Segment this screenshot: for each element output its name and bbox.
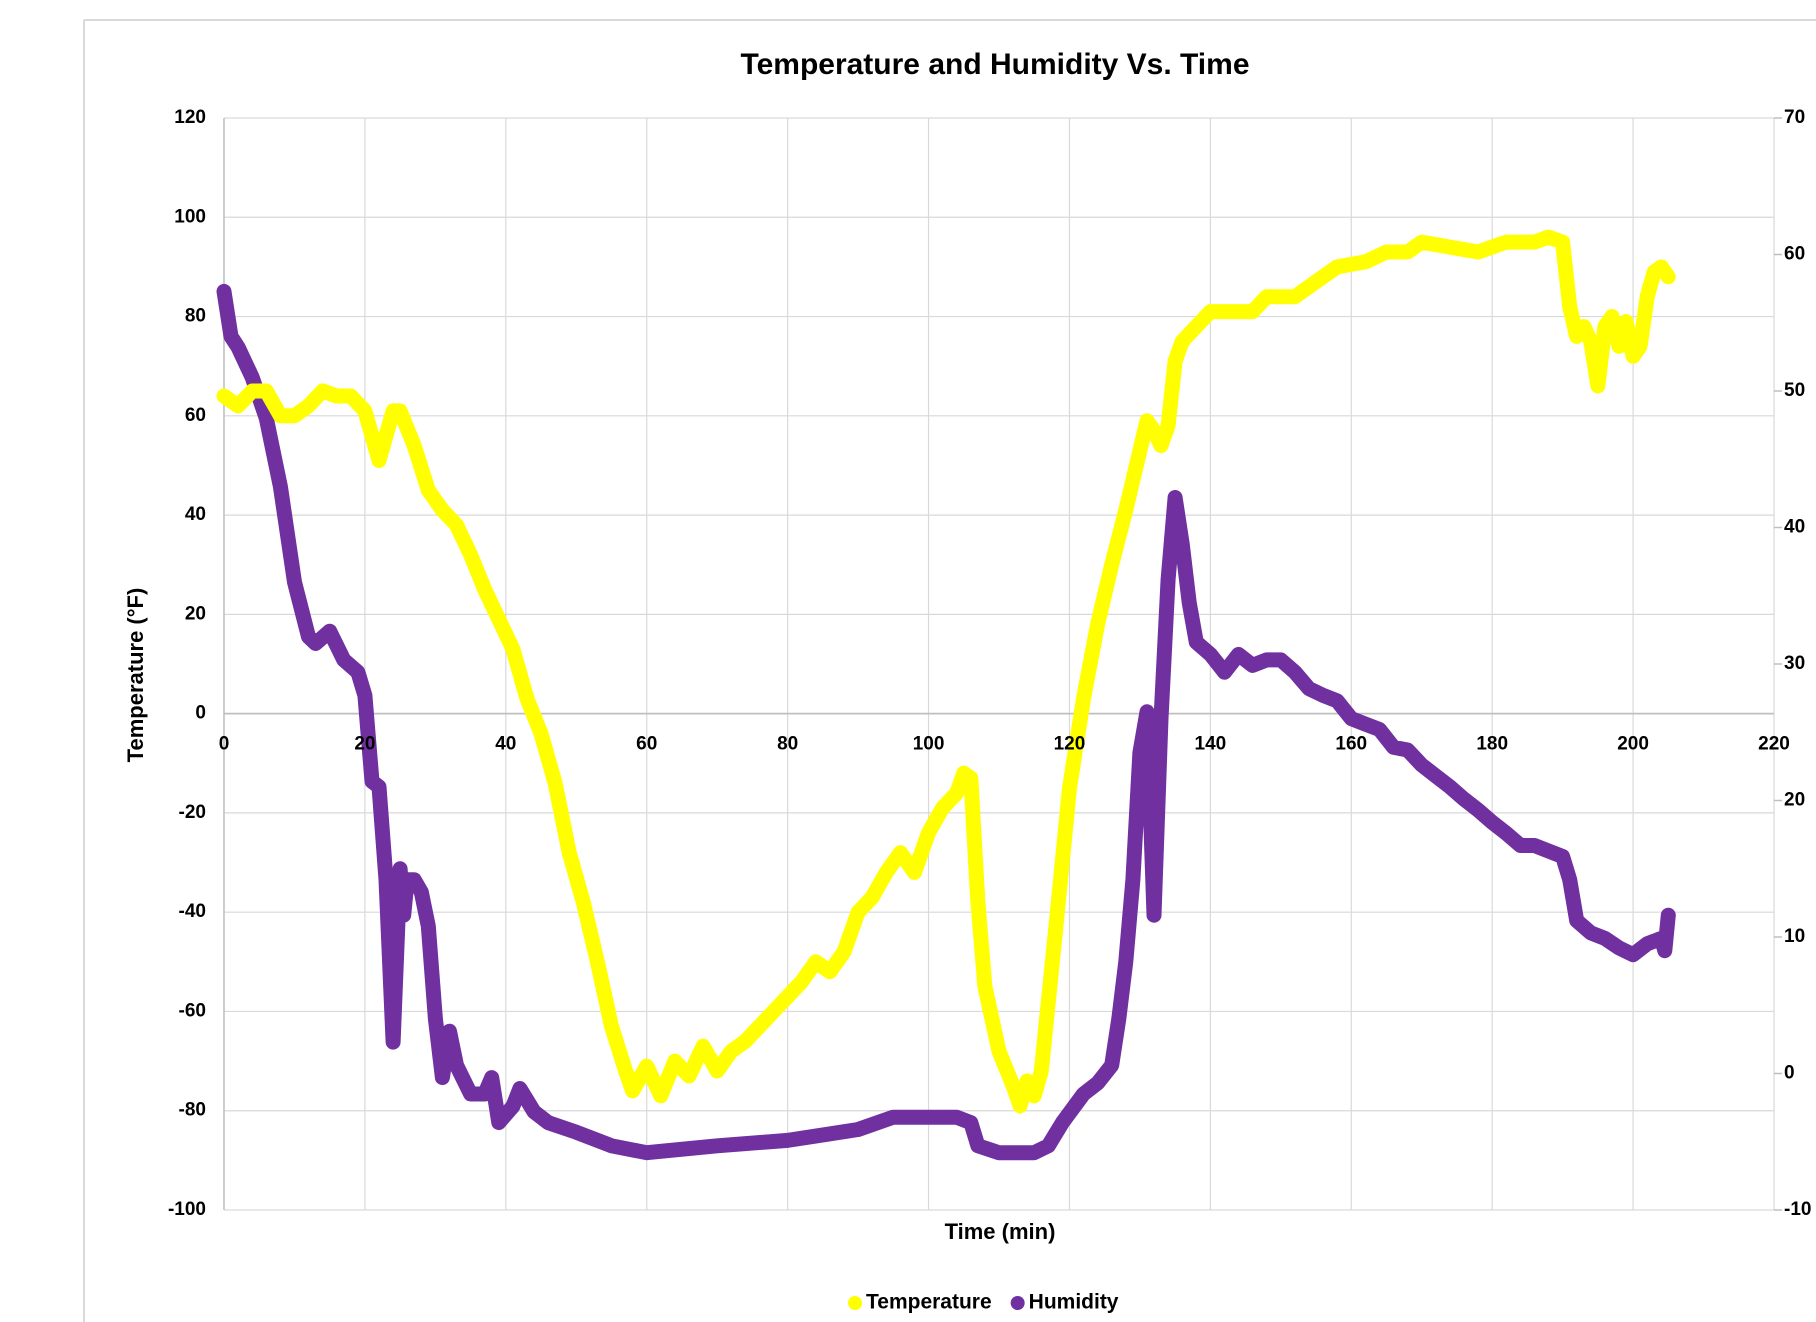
- y-axis-title: Temperature (°F): [123, 588, 148, 763]
- chart-title: Temperature and Humidity Vs. Time: [740, 48, 1249, 81]
- y-tick-label: -60: [179, 1000, 206, 1021]
- x-tick-label: 120: [1054, 734, 1086, 755]
- y2-tick-label: 20: [1784, 790, 1805, 811]
- legend-marker: [848, 1296, 862, 1310]
- x-axis-title: Time (min): [945, 1219, 1056, 1244]
- plot-area: [216, 229, 1676, 1161]
- y2-tick-label: 50: [1784, 380, 1805, 401]
- legend-label: Temperature: [866, 1291, 992, 1314]
- y2-tick-label: 0: [1784, 1063, 1795, 1084]
- x-tick-label: 80: [777, 734, 798, 755]
- y2-tick-label: 10: [1784, 926, 1805, 947]
- x-tick-label: 200: [1617, 734, 1649, 755]
- x-tick-label: 140: [1195, 734, 1227, 755]
- y-tick-label: 120: [174, 107, 206, 128]
- legend-label: Humidity: [1029, 1291, 1119, 1314]
- x-tick-label: 220: [1758, 734, 1790, 755]
- x-tick-label: 20: [354, 734, 375, 755]
- y-tick-label: 0: [195, 703, 206, 724]
- y-tick-label: -100: [168, 1199, 206, 1220]
- x-tick-label: 100: [913, 734, 945, 755]
- series-line: [216, 229, 1676, 1114]
- x-tick-label: 60: [636, 734, 657, 755]
- y-tick-label: 20: [185, 603, 206, 624]
- x-tick-label: 40: [495, 734, 516, 755]
- y2-tick-label: 70: [1784, 107, 1805, 128]
- y-tick-label: 100: [174, 206, 206, 227]
- legend-marker: [1010, 1296, 1025, 1310]
- y-tick-label: 80: [185, 306, 206, 327]
- y-tick-label: -80: [179, 1100, 206, 1121]
- legend: Temperature Humidity: [848, 1291, 1119, 1314]
- y2-tick-label: 40: [1784, 517, 1805, 538]
- y-tick-label: -20: [179, 802, 206, 823]
- y2-tick-label: 60: [1784, 244, 1805, 265]
- y-tick-label: 60: [185, 405, 206, 426]
- grid: [223, 117, 1775, 1211]
- y2-tick-label: -10: [1784, 1199, 1811, 1220]
- series-line: [216, 283, 1676, 1161]
- y2-tick-label: 30: [1784, 653, 1805, 674]
- x-tick-label: 180: [1476, 734, 1508, 755]
- y-tick-label: -40: [179, 901, 206, 922]
- x-tick-label: 160: [1335, 734, 1367, 755]
- x-tick-label: 0: [219, 734, 230, 755]
- y-tick-label: 40: [185, 504, 206, 525]
